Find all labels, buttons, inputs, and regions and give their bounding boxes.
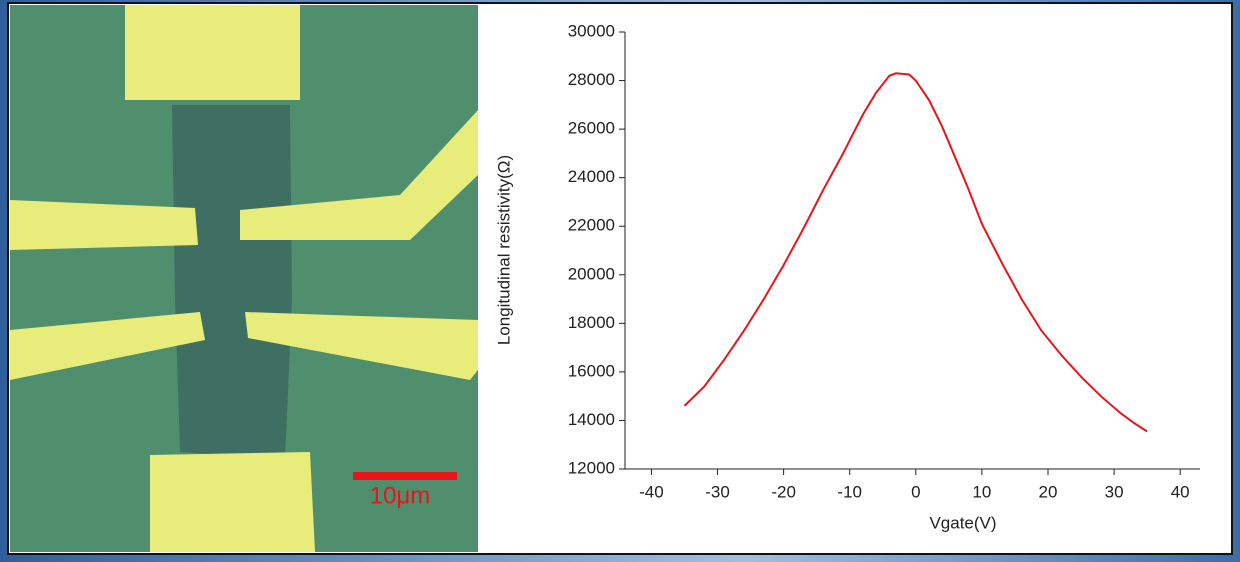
scale-bar-label: 10μm [370, 482, 431, 509]
x-tick-label: 10 [972, 482, 991, 501]
y-tick-label: 28000 [568, 70, 615, 89]
x-axis-label: Vgate(V) [929, 513, 996, 532]
data-line [683, 72, 1148, 433]
x-tick-label: -30 [705, 482, 730, 501]
y-tick-label: 26000 [568, 119, 615, 138]
y-tick-label: 24000 [568, 167, 615, 186]
y-tick-label: 22000 [568, 216, 615, 235]
y-axis-label: Longitudinal resistivity(Ω) [494, 155, 513, 345]
x-tick-label: 20 [1039, 482, 1058, 501]
x-tick-label: 30 [1105, 482, 1124, 501]
y-tick-label: 30000 [568, 21, 615, 40]
micrograph: 10μm [10, 5, 478, 552]
x-tick-label: 40 [1171, 482, 1190, 501]
x-tick-label: -20 [771, 482, 796, 501]
x-tick-label: -10 [837, 482, 862, 501]
y-tick-label: 12000 [568, 458, 615, 477]
y-tick-label: 20000 [568, 264, 615, 283]
x-tick-label: -40 [639, 482, 664, 501]
y-tick-label: 16000 [568, 361, 615, 380]
y-tick-label: 14000 [568, 410, 615, 429]
x-tick-label: 0 [911, 482, 920, 501]
y-tick-label: 18000 [568, 313, 615, 332]
